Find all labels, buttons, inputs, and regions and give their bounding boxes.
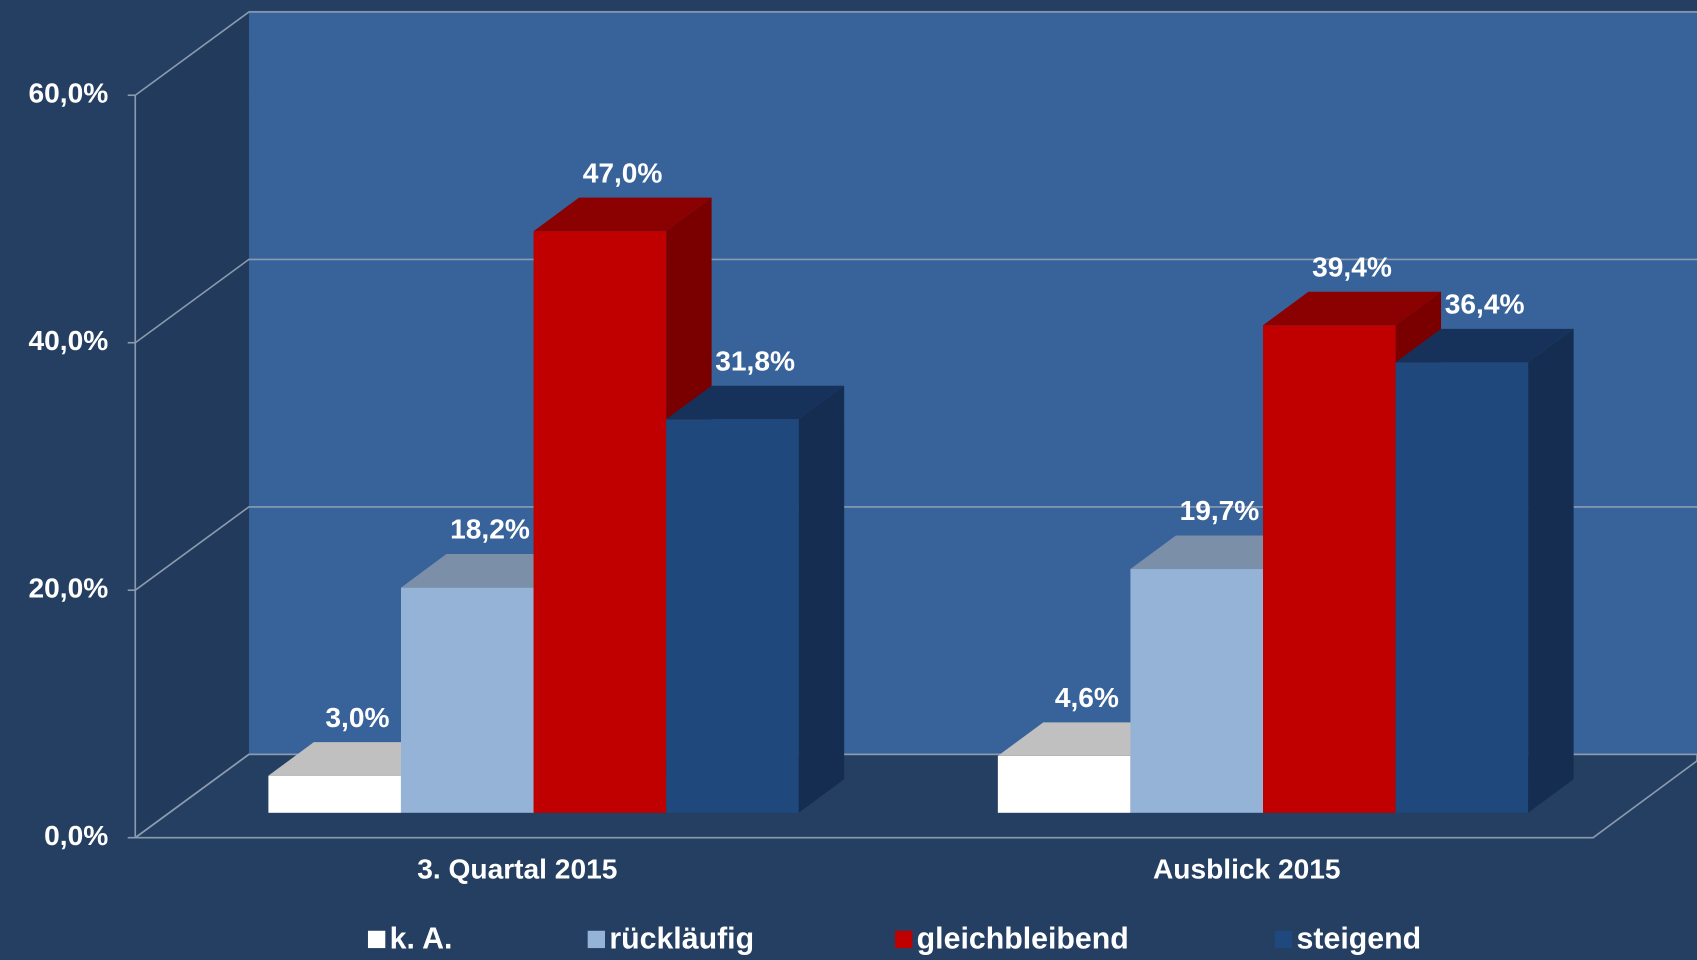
bar-top bbox=[666, 385, 845, 420]
data-label: 47,0% bbox=[583, 157, 663, 188]
grid-line bbox=[134, 506, 1697, 591]
bar-top bbox=[533, 197, 712, 232]
y-tick-label: 20,0% bbox=[28, 573, 108, 604]
legend-swatch bbox=[367, 930, 386, 949]
x-tick-label: Ausblick 2015 bbox=[1153, 854, 1341, 885]
bar bbox=[1263, 325, 1396, 813]
bar bbox=[1130, 569, 1264, 813]
y-tick-label: 60,0% bbox=[28, 78, 108, 109]
bar bbox=[268, 775, 401, 813]
bar-top bbox=[1263, 291, 1442, 326]
bar bbox=[666, 419, 799, 813]
bar bbox=[1395, 362, 1529, 813]
legend-swatch bbox=[895, 930, 913, 949]
x-tick-label: 3. Quartal 2015 bbox=[417, 854, 617, 885]
bar-top bbox=[1395, 328, 1574, 363]
legend-label: k. A. bbox=[390, 923, 453, 956]
bar bbox=[997, 755, 1131, 813]
legend-swatch bbox=[587, 930, 605, 949]
data-label: 19,7% bbox=[1180, 495, 1260, 526]
bar bbox=[400, 587, 534, 813]
y-tick-label: 0,0% bbox=[44, 820, 108, 851]
legend-swatch bbox=[1274, 930, 1293, 949]
legend-label: rückläufig bbox=[609, 923, 754, 956]
legend-label: gleichbleibend bbox=[917, 923, 1129, 956]
legend-label: steigend bbox=[1297, 923, 1422, 956]
grid-line bbox=[134, 258, 1697, 344]
grid-line bbox=[134, 11, 1697, 96]
bar-side bbox=[1528, 328, 1574, 813]
data-label: 39,4% bbox=[1312, 251, 1392, 282]
data-label: 36,4% bbox=[1445, 289, 1525, 320]
y-tick-label: 40,0% bbox=[28, 325, 108, 356]
bar-side bbox=[798, 385, 845, 813]
bar bbox=[533, 231, 667, 813]
data-label: 3,0% bbox=[325, 702, 389, 733]
side-wall bbox=[135, 10, 249, 838]
data-label: 31,8% bbox=[715, 345, 795, 376]
data-label: 4,6% bbox=[1055, 682, 1119, 713]
data-label: 18,2% bbox=[450, 514, 530, 545]
